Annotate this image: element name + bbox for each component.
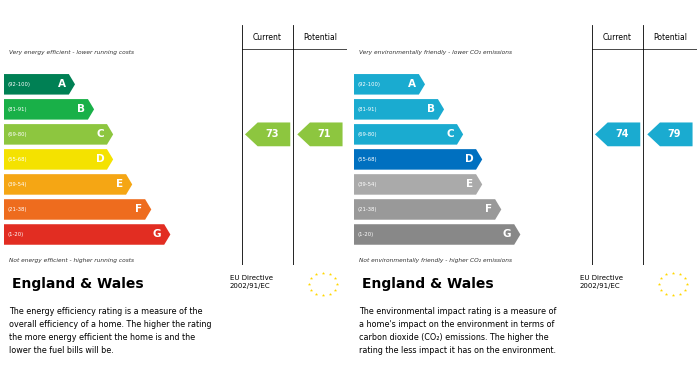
Polygon shape bbox=[354, 74, 425, 95]
Text: G: G bbox=[503, 230, 512, 239]
Polygon shape bbox=[354, 224, 520, 245]
Text: The energy efficiency rating is a measure of the
overall efficiency of a home. T: The energy efficiency rating is a measur… bbox=[8, 307, 211, 355]
Text: (39-54): (39-54) bbox=[8, 182, 27, 187]
Polygon shape bbox=[354, 99, 444, 120]
Text: (69-80): (69-80) bbox=[358, 132, 377, 137]
Text: EU Directive
2002/91/EC: EU Directive 2002/91/EC bbox=[580, 275, 623, 289]
Text: D: D bbox=[96, 154, 104, 164]
Text: Not energy efficient - higher running costs: Not energy efficient - higher running co… bbox=[8, 258, 134, 263]
Text: G: G bbox=[153, 230, 162, 239]
Text: 74: 74 bbox=[615, 129, 629, 139]
Text: Potential: Potential bbox=[303, 32, 337, 41]
Text: England & Wales: England & Wales bbox=[362, 277, 494, 291]
Polygon shape bbox=[354, 174, 482, 195]
Text: Very environmentally friendly - lower CO₂ emissions: Very environmentally friendly - lower CO… bbox=[358, 50, 512, 55]
Text: (55-68): (55-68) bbox=[8, 157, 27, 162]
Text: Energy Efficiency Rating: Energy Efficiency Rating bbox=[8, 6, 171, 19]
Text: C: C bbox=[97, 129, 104, 139]
Text: England & Wales: England & Wales bbox=[12, 277, 144, 291]
Text: (81-91): (81-91) bbox=[358, 107, 377, 112]
Text: D: D bbox=[465, 154, 473, 164]
Text: F: F bbox=[485, 204, 492, 214]
Text: E: E bbox=[116, 179, 123, 189]
Text: Environmental Impact (CO₂) Rating: Environmental Impact (CO₂) Rating bbox=[358, 6, 591, 19]
Text: (21-38): (21-38) bbox=[8, 207, 27, 212]
Text: 79: 79 bbox=[668, 129, 681, 139]
Polygon shape bbox=[4, 174, 132, 195]
Text: Not environmentally friendly - higher CO₂ emissions: Not environmentally friendly - higher CO… bbox=[358, 258, 512, 263]
Text: (39-54): (39-54) bbox=[358, 182, 377, 187]
Polygon shape bbox=[595, 122, 640, 146]
Text: Very energy efficient - lower running costs: Very energy efficient - lower running co… bbox=[8, 50, 134, 55]
Text: (81-91): (81-91) bbox=[8, 107, 27, 112]
Text: (1-20): (1-20) bbox=[358, 232, 374, 237]
Polygon shape bbox=[4, 99, 94, 120]
Polygon shape bbox=[648, 122, 692, 146]
Text: Current: Current bbox=[603, 32, 632, 41]
Text: Current: Current bbox=[253, 32, 282, 41]
Text: B: B bbox=[427, 104, 435, 114]
Text: A: A bbox=[58, 79, 66, 89]
Text: 73: 73 bbox=[265, 129, 279, 139]
Polygon shape bbox=[4, 149, 113, 170]
Polygon shape bbox=[4, 199, 151, 220]
Polygon shape bbox=[245, 122, 290, 146]
Text: E: E bbox=[466, 179, 473, 189]
Polygon shape bbox=[354, 149, 482, 170]
Polygon shape bbox=[354, 124, 463, 145]
Text: 71: 71 bbox=[318, 129, 331, 139]
Text: C: C bbox=[447, 129, 454, 139]
Text: F: F bbox=[135, 204, 142, 214]
Text: The environmental impact rating is a measure of
a home's impact on the environme: The environmental impact rating is a mea… bbox=[358, 307, 556, 355]
Polygon shape bbox=[4, 224, 170, 245]
Text: Potential: Potential bbox=[653, 32, 687, 41]
Text: (1-20): (1-20) bbox=[8, 232, 24, 237]
Text: (69-80): (69-80) bbox=[8, 132, 27, 137]
Text: EU Directive
2002/91/EC: EU Directive 2002/91/EC bbox=[230, 275, 273, 289]
Text: A: A bbox=[408, 79, 416, 89]
Text: (92-100): (92-100) bbox=[358, 82, 381, 87]
Text: (55-68): (55-68) bbox=[358, 157, 377, 162]
Text: (92-100): (92-100) bbox=[8, 82, 31, 87]
Polygon shape bbox=[354, 199, 501, 220]
Polygon shape bbox=[298, 122, 342, 146]
Text: (21-38): (21-38) bbox=[358, 207, 377, 212]
Polygon shape bbox=[4, 124, 113, 145]
Text: B: B bbox=[77, 104, 85, 114]
Polygon shape bbox=[4, 74, 75, 95]
